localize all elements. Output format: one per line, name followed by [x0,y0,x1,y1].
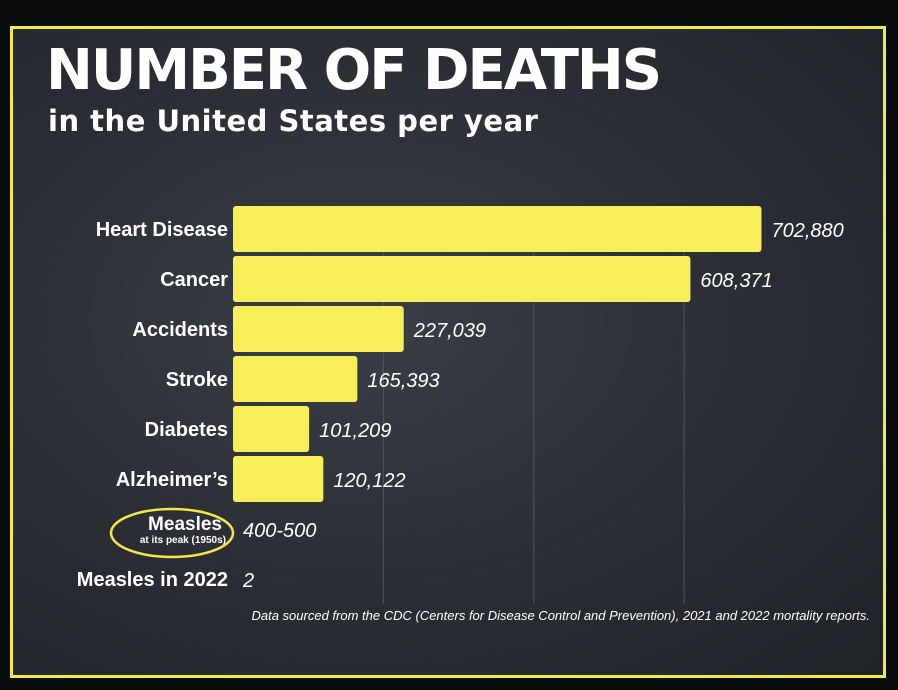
value-label: 227,039 [413,320,486,342]
value-label: 2 [242,570,254,592]
highlight-circle [109,507,235,559]
value-label: 165,393 [367,370,439,392]
chart-labels: Heart Disease 702,880 Cancer 608,371 Acciden… [77,219,844,592]
category-label: Measles [148,514,222,535]
category-label: Measles in 2022 [77,569,228,591]
category-label: Heart Disease [96,219,228,241]
value-label: 120,122 [333,470,405,492]
value-label: 101,209 [319,420,391,442]
chart-subtitle: in the United States per year [48,104,539,138]
category-note: at its peak (1950s) [140,535,226,546]
source-note: Data sourced from the CDC (Centers for D… [251,608,870,623]
category-label: Accidents [132,319,228,341]
category-label: Stroke [166,369,228,391]
chart-title: NUMBER OF DEATHS [46,38,662,103]
category-label: Alzheimer’s [116,469,228,491]
bar [233,306,404,352]
bar [233,456,324,502]
bar [233,406,310,452]
chart-bars [233,206,762,502]
category-label: Diabetes [145,419,228,441]
bar [233,206,762,252]
category-label: Cancer [160,269,228,291]
infographic-panel [10,26,886,678]
bar [233,356,358,402]
value-label: 400-500 [243,520,316,542]
value-label: 608,371 [700,270,772,292]
bar [233,256,691,302]
value-label: 702,880 [771,220,843,242]
